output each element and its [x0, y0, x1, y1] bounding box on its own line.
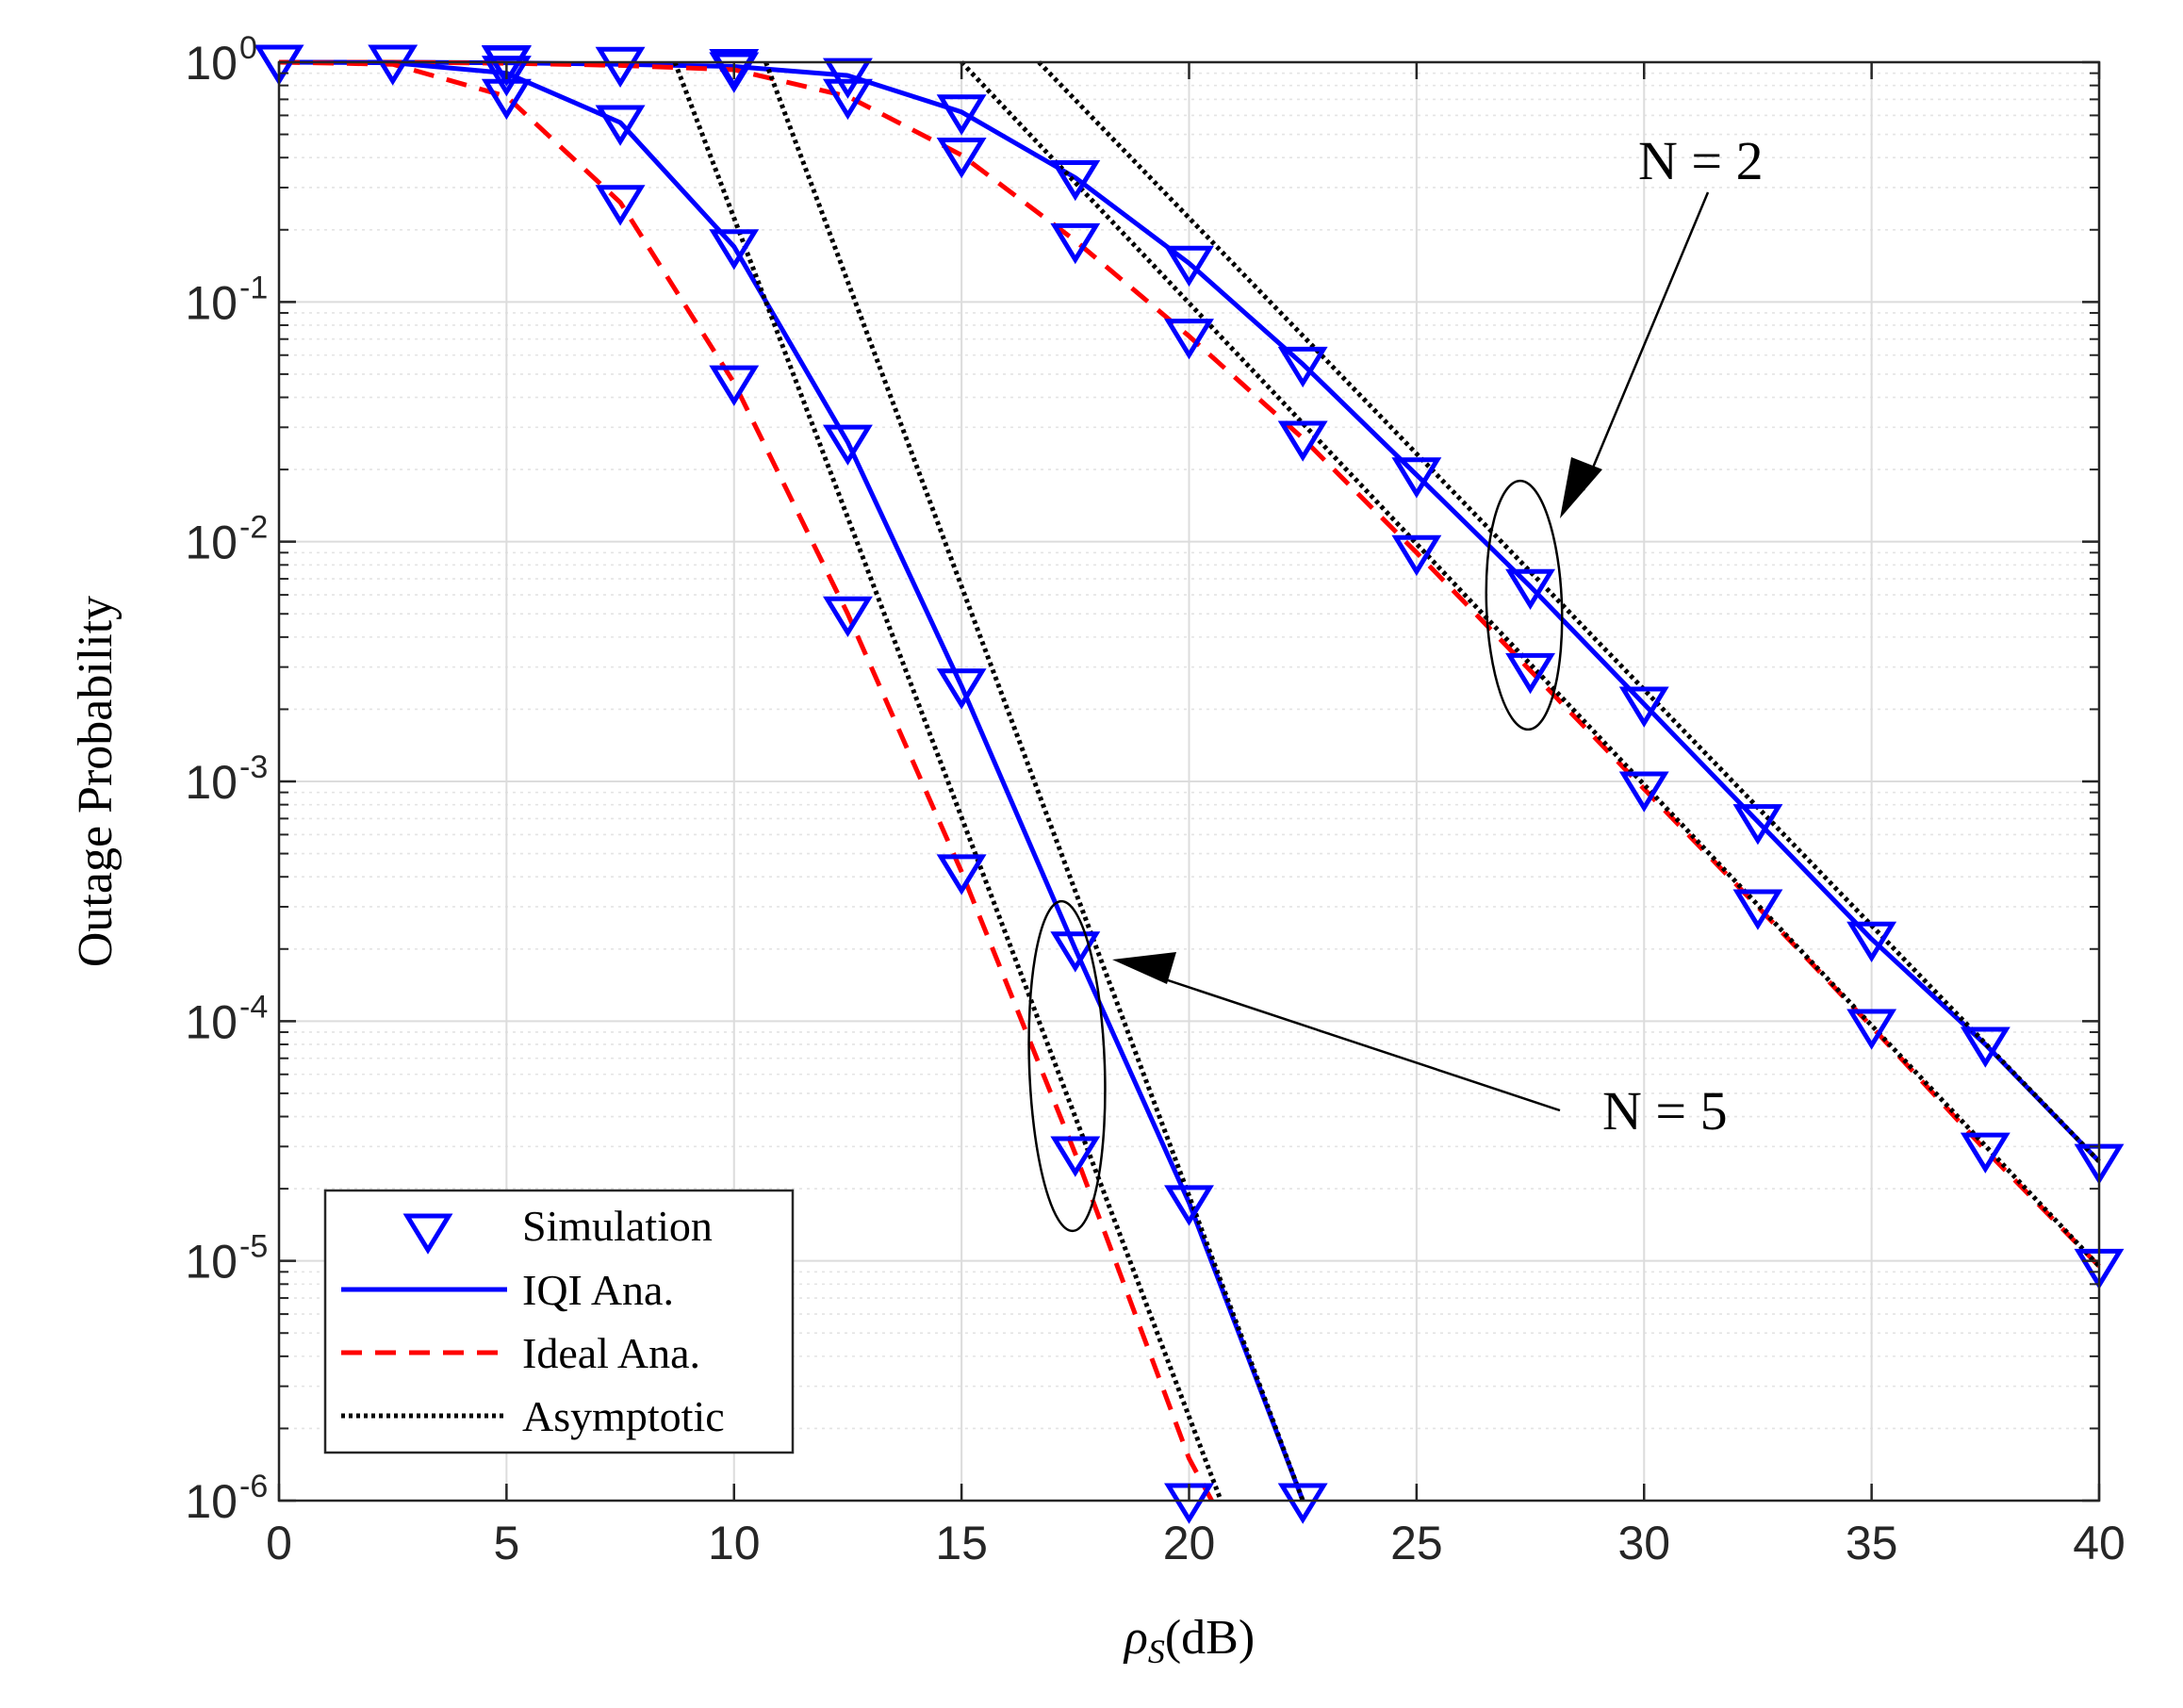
marker-simulation-iqi-n-5	[1050, 931, 1101, 973]
x-tick-label: 35	[1846, 1517, 1898, 1569]
marker-simulation-ideal-n-2	[1391, 534, 1442, 577]
marker-simulation-iqi-n-2	[595, 46, 646, 89]
y-tick-exponent: -2	[239, 510, 268, 546]
line-ideal-ana-n-5	[278, 59, 1214, 1503]
n5-group-ellipse	[1027, 899, 1107, 1233]
x-axis-title: ρS(dB)	[1123, 1611, 1255, 1670]
n5-arrow-line	[1144, 971, 1561, 1112]
x-tick-label: 5	[493, 1517, 519, 1569]
marker-simulation-ideal-n-2	[1277, 420, 1328, 462]
marker-simulation-ideal-n-2	[1960, 1132, 2011, 1174]
legend: Simulation IQI Ana. Ideal Ana. Asymptoti…	[323, 1189, 795, 1454]
y-tick-exponent: 0	[239, 30, 257, 66]
marker-simulation-iqi-n-2	[1847, 921, 1897, 963]
annotation-n2: N = 2	[1638, 130, 1764, 191]
x-tick-label: 20	[1163, 1517, 1216, 1569]
legend-simulation-marker	[402, 1213, 453, 1255]
marker-simulation-ideal-n-2	[1732, 889, 1783, 930]
legend-label-asymptotic: Asymptotic	[522, 1392, 725, 1440]
marker-layer	[254, 44, 2125, 1524]
legend-box	[323, 1189, 795, 1454]
y-tick-label: 10	[185, 37, 238, 90]
legend-label-iqi: IQI Ana.	[522, 1266, 674, 1314]
marker-simulation-ideal-n-2	[1050, 222, 1101, 265]
minor-grid	[279, 72, 2099, 1430]
y-axis-title: Outage Probability	[69, 596, 123, 967]
y-tick-label: 10	[185, 517, 238, 569]
n5-arrow-head	[1112, 952, 1176, 984]
y-tick-exponent: -5	[239, 1229, 268, 1265]
marker-simulation-iqi-n-2	[1505, 568, 1556, 611]
marker-simulation-iqi-n-2	[1164, 245, 1214, 287]
line-iqi-ana-n-5	[278, 59, 1305, 1502]
y-tick-exponent: -1	[239, 270, 268, 305]
marker-simulation-iqi-n-2	[1277, 346, 1328, 388]
marker-simulation-iqi-n-2	[1618, 686, 1669, 728]
marker-simulation-ideal-n-2	[1164, 319, 1214, 360]
y-tick-label: 10	[185, 1236, 238, 1289]
n2-group-ellipse	[1485, 479, 1564, 731]
marker-simulation-iqi-n-5	[595, 105, 646, 146]
x-tick-label: 40	[2073, 1517, 2126, 1569]
marker-simulation-ideal-n-2	[709, 52, 760, 93]
marker-simulation-ideal-n-2	[936, 137, 987, 179]
line-asymptotic-ideal-n-5	[672, 61, 1223, 1502]
marker-simulation-ideal-n-5	[595, 185, 646, 226]
marker-simulation-iqi-n-2	[822, 57, 873, 99]
y-tick-label: 10	[185, 756, 238, 809]
legend-label-simulation: Simulation	[522, 1202, 713, 1250]
marker-simulation-iqi-n-5	[822, 424, 873, 466]
x-tick-label: 10	[708, 1517, 761, 1569]
marker-simulation-ideal-n-2	[822, 78, 873, 121]
marker-simulation-ideal-n-2	[481, 45, 532, 87]
marker-simulation-ideal-n-2	[1618, 771, 1669, 813]
line-asymptotic-ideal-n-2	[960, 60, 2101, 1269]
x-tick-label: 30	[1617, 1517, 1670, 1569]
series-layer	[278, 59, 2101, 1503]
marker-simulation-ideal-n-5	[936, 854, 987, 895]
n2-arrow-line	[1582, 191, 1710, 491]
x-tick-labels: 0 5 10 15 20 25 30 35 40	[266, 1517, 2126, 1569]
marker-simulation-iqi-n-5	[1164, 1185, 1214, 1226]
marker-simulation-iqi-n-2	[1391, 457, 1442, 499]
n2-arrow-head	[1560, 457, 1602, 518]
annotation-n5: N = 5	[1602, 1080, 1728, 1141]
marker-simulation-iqi-n-5	[936, 668, 987, 710]
annotations: N = 2 N = 5	[1027, 130, 1764, 1233]
x-axis-unit: (dB)	[1165, 1611, 1255, 1665]
marker-simulation-iqi-n-5	[481, 56, 532, 97]
marker-simulation-iqi-n-2	[368, 44, 419, 86]
y-tick-label: 10	[185, 995, 238, 1048]
x-tick-label: 25	[1390, 1517, 1443, 1569]
marker-simulation-iqi-n-2	[936, 94, 987, 136]
marker-simulation-iqi-n-5	[709, 229, 760, 271]
marker-simulation-ideal-n-5	[822, 596, 873, 638]
y-tick-label: 10	[185, 1475, 238, 1528]
marker-simulation-ideal-n-2	[1847, 1009, 1897, 1050]
y-tick-exponent: -6	[239, 1469, 268, 1504]
marker-simulation-iqi-n-5	[254, 44, 304, 86]
marker-simulation-iqi-n-2	[1050, 159, 1101, 202]
x-tick-label: 15	[935, 1517, 988, 1569]
line-iqi-ana-n-2	[279, 59, 2101, 1163]
legend-label-ideal: Ideal Ana.	[522, 1329, 700, 1377]
marker-simulation-iqi-n-5	[1277, 1483, 1328, 1524]
axis-ticks	[277, 60, 2101, 1503]
y-tick-exponent: -4	[239, 989, 268, 1025]
marker-simulation-ideal-n-5	[1050, 1136, 1101, 1177]
marker-simulation-ideal-n-5	[481, 78, 532, 121]
y-tick-exponent: -3	[239, 749, 268, 785]
marker-simulation-ideal-n-2	[1505, 652, 1556, 695]
marker-simulation-ideal-n-5	[709, 365, 760, 406]
x-axis-subscript: S	[1148, 1633, 1165, 1670]
marker-simulation-iqi-n-2	[1732, 804, 1783, 846]
marker-simulation-iqi-n-2	[1960, 1026, 2011, 1068]
y-tick-label: 10	[185, 276, 238, 329]
x-axis-symbol: ρ	[1123, 1611, 1148, 1665]
line-asymptotic-iqi-n-2	[1037, 60, 2101, 1163]
x-tick-label: 0	[266, 1517, 292, 1569]
